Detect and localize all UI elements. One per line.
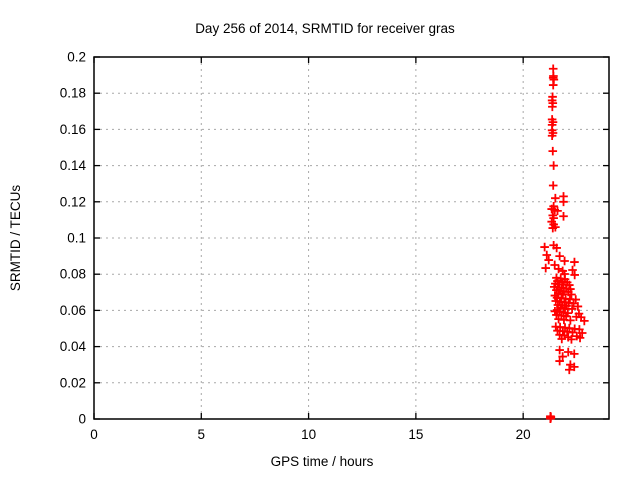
data-point-marker — [552, 243, 561, 253]
data-point-marker — [570, 270, 579, 280]
data-point-marker — [570, 257, 579, 267]
data-point-marker — [548, 223, 558, 233]
x-tick-label: 20 — [516, 427, 531, 442]
data-point-marker — [569, 349, 579, 359]
y-axis-label: SRMTID / TECUs — [8, 185, 23, 292]
data-point-marker — [559, 197, 568, 207]
data-point-marker — [550, 260, 560, 270]
data-point-marker — [573, 302, 583, 311]
data-point-marker — [555, 345, 564, 355]
y-tick-label: 0.12 — [60, 194, 86, 209]
data-point-marker — [547, 131, 557, 141]
axis-ticks — [93, 56, 609, 420]
y-tick-label: 0.14 — [60, 158, 87, 173]
data-point-marker — [548, 80, 558, 90]
data-point-marker — [542, 250, 552, 260]
data-point-marker — [540, 242, 549, 252]
x-tick-label: 15 — [408, 427, 423, 442]
data-point-marker — [567, 290, 576, 299]
data-point-marker — [569, 362, 579, 372]
chart-title: Day 256 of 2014, SRMTID for receiver gra… — [195, 21, 455, 36]
data-point-marker — [558, 289, 568, 299]
data-point-marker — [560, 256, 569, 266]
x-tick-label: 0 — [90, 427, 98, 442]
data-point-marker — [553, 206, 562, 216]
gridlines — [94, 57, 609, 419]
y-tick-label: 0.16 — [60, 122, 86, 137]
data-point-marker — [559, 211, 568, 221]
data-point-marker — [557, 334, 567, 344]
data-points — [540, 64, 589, 423]
data-point-marker — [565, 365, 574, 375]
data-point-marker — [546, 413, 555, 423]
data-point-marker — [558, 352, 567, 361]
data-point-marker — [577, 328, 587, 338]
data-point-marker — [567, 304, 577, 314]
data-point-marker — [555, 251, 564, 261]
data-point-marker — [544, 255, 554, 265]
data-point-marker — [580, 316, 589, 326]
plot-border — [93, 56, 610, 420]
y-tick-label: 0.04 — [60, 339, 87, 354]
x-axis-label: GPS time / hours — [271, 454, 374, 469]
x-tick-label: 5 — [198, 427, 206, 442]
data-point-marker — [575, 333, 585, 343]
y-tick-label: 0 — [78, 412, 86, 427]
data-point-marker — [567, 335, 576, 344]
data-point-marker — [548, 64, 558, 74]
data-point-marker — [566, 316, 575, 325]
y-tick-label: 0.18 — [60, 86, 86, 101]
data-point-marker — [568, 265, 577, 275]
data-point-marker — [555, 356, 564, 366]
y-tick-label: 0.1 — [67, 231, 86, 246]
y-tick-label: 0.06 — [60, 303, 86, 318]
data-point-marker — [548, 146, 558, 156]
y-tick-label: 0.02 — [60, 375, 86, 390]
y-tick-label: 0.2 — [67, 50, 86, 65]
data-point-marker — [541, 263, 550, 273]
y-tick-label: 0.08 — [60, 267, 86, 282]
tick-labels: 0 5 10 15 20 0 0.02 0.04 0.06 0.08 0.1 0.12 0.14 0.16… — [60, 50, 531, 443]
data-point-marker — [563, 347, 573, 357]
data-point-marker — [548, 181, 558, 190]
data-point-marker — [551, 193, 560, 203]
data-point-marker — [548, 102, 557, 112]
x-tick-label: 10 — [301, 427, 316, 442]
data-point-marker — [549, 161, 558, 170]
